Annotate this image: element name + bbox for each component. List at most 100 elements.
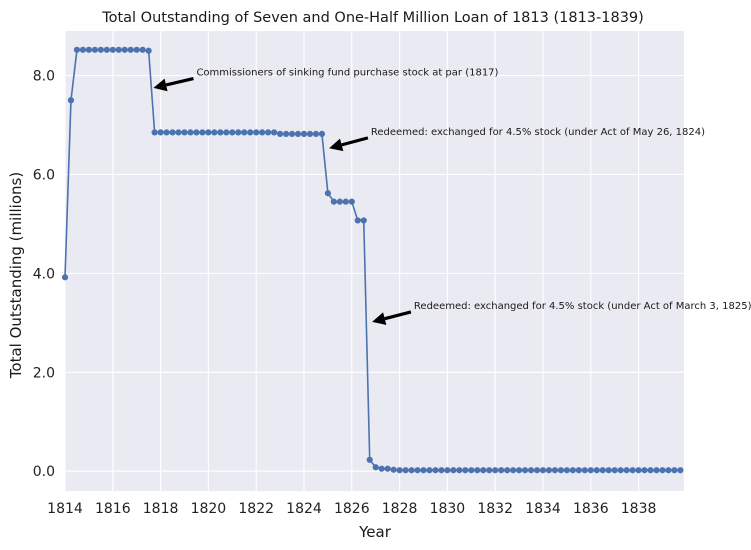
- y-tick-label: 8.0: [33, 69, 55, 85]
- annotation-text: Redeemed: exchanged for 4.5% stock (unde…: [371, 127, 705, 138]
- plot-area: [65, 31, 684, 491]
- x-tick-label: 1834: [525, 501, 561, 517]
- data-point: [229, 129, 236, 136]
- data-point: [145, 47, 152, 54]
- data-point: [265, 129, 272, 136]
- x-tick-label: 1822: [238, 501, 274, 517]
- data-point: [217, 129, 224, 136]
- data-point: [617, 467, 624, 474]
- data-point: [504, 467, 511, 474]
- data-point: [611, 467, 618, 474]
- y-tick-label: 2.0: [33, 365, 55, 381]
- data-point: [336, 198, 343, 205]
- x-tick-label: 1838: [621, 501, 657, 517]
- data-point: [396, 467, 403, 474]
- data-point: [462, 467, 469, 474]
- data-point: [527, 467, 535, 474]
- data-point: [426, 467, 433, 474]
- data-point: [677, 467, 684, 474]
- data-point: [498, 467, 505, 474]
- data-point: [444, 467, 451, 474]
- x-tick-label: 1824: [286, 501, 322, 517]
- data-point: [468, 467, 475, 474]
- data-point: [438, 467, 445, 474]
- annotation-arrow-shaft: [384, 310, 412, 321]
- data-point: [253, 129, 260, 136]
- data-point: [73, 46, 81, 53]
- data-point: [187, 129, 194, 136]
- data-point: [551, 467, 559, 474]
- data-point: [205, 129, 212, 136]
- y-axis-ticks: 0.0 2.0 4.0 6.0 8.0: [33, 69, 55, 481]
- data-point: [545, 467, 553, 474]
- annotation: Redeemed: exchanged for 4.5% stock (unde…: [329, 127, 705, 152]
- data-point: [360, 217, 367, 224]
- data-point: [533, 467, 541, 474]
- data-point: [103, 46, 110, 53]
- x-tick-label: 1828: [382, 501, 418, 517]
- data-point: [127, 46, 134, 53]
- data-point: [653, 467, 660, 474]
- data-point: [480, 467, 487, 474]
- data-point: [671, 467, 678, 474]
- data-point: [575, 467, 582, 474]
- annotation-arrow-shaft: [165, 76, 194, 87]
- data-point: [121, 46, 128, 53]
- data-point: [635, 467, 642, 474]
- data-point: [300, 130, 308, 137]
- data-point: [408, 467, 415, 474]
- data-point: [139, 46, 146, 53]
- x-tick-label: 1820: [191, 501, 227, 517]
- annotation: Redeemed: exchanged for 4.5% stock (unde…: [372, 301, 751, 325]
- data-point: [312, 130, 320, 137]
- data-point: [456, 467, 463, 474]
- data-point: [318, 130, 326, 137]
- data-point: [432, 467, 439, 474]
- data-point: [181, 129, 188, 136]
- data-point: [85, 46, 92, 53]
- data-point: [641, 467, 648, 474]
- data-point: [163, 129, 170, 136]
- data-point: [563, 467, 570, 474]
- data-point: [199, 129, 206, 136]
- data-point: [247, 129, 254, 136]
- data-point: [342, 198, 349, 205]
- series: [61, 46, 684, 474]
- data-point: [294, 130, 302, 137]
- data-point: [372, 464, 379, 471]
- data-point: [115, 46, 122, 53]
- data-point: [109, 46, 116, 53]
- annotation-text: Commissioners of sinking fund purchase s…: [196, 68, 498, 79]
- data-point: [593, 467, 600, 474]
- data-point: [151, 129, 158, 136]
- data-point: [97, 46, 104, 53]
- data-point: [623, 467, 630, 474]
- data-point: [569, 467, 576, 474]
- data-point: [629, 467, 636, 474]
- data-point: [211, 129, 218, 136]
- data-point: [282, 130, 290, 137]
- data-point: [169, 129, 176, 136]
- x-tick-label: 1818: [143, 501, 179, 517]
- y-tick-label: 6.0: [33, 167, 55, 183]
- annotations: Commissioners of sinking fund purchase s…: [153, 68, 751, 325]
- data-point: [587, 467, 594, 474]
- data-point: [354, 217, 361, 224]
- data-point: [241, 129, 248, 136]
- data-point: [193, 129, 200, 136]
- data-point: [223, 129, 230, 136]
- x-tick-label: 1836: [573, 501, 609, 517]
- data-point: [557, 467, 565, 474]
- data-point: [420, 467, 427, 474]
- data-point: [366, 456, 373, 463]
- data-point: [276, 130, 284, 137]
- y-tick-label: 0.0: [33, 464, 55, 480]
- data-point: [157, 129, 164, 136]
- data-point: [414, 467, 421, 474]
- data-point: [324, 190, 331, 197]
- x-axis-label: Year: [358, 523, 392, 541]
- y-axis-label: Total Outstanding (millions): [7, 172, 25, 379]
- annotation-text: Redeemed: exchanged for 4.5% stock (unde…: [414, 301, 751, 312]
- data-point: [515, 467, 523, 474]
- data-point: [539, 467, 547, 474]
